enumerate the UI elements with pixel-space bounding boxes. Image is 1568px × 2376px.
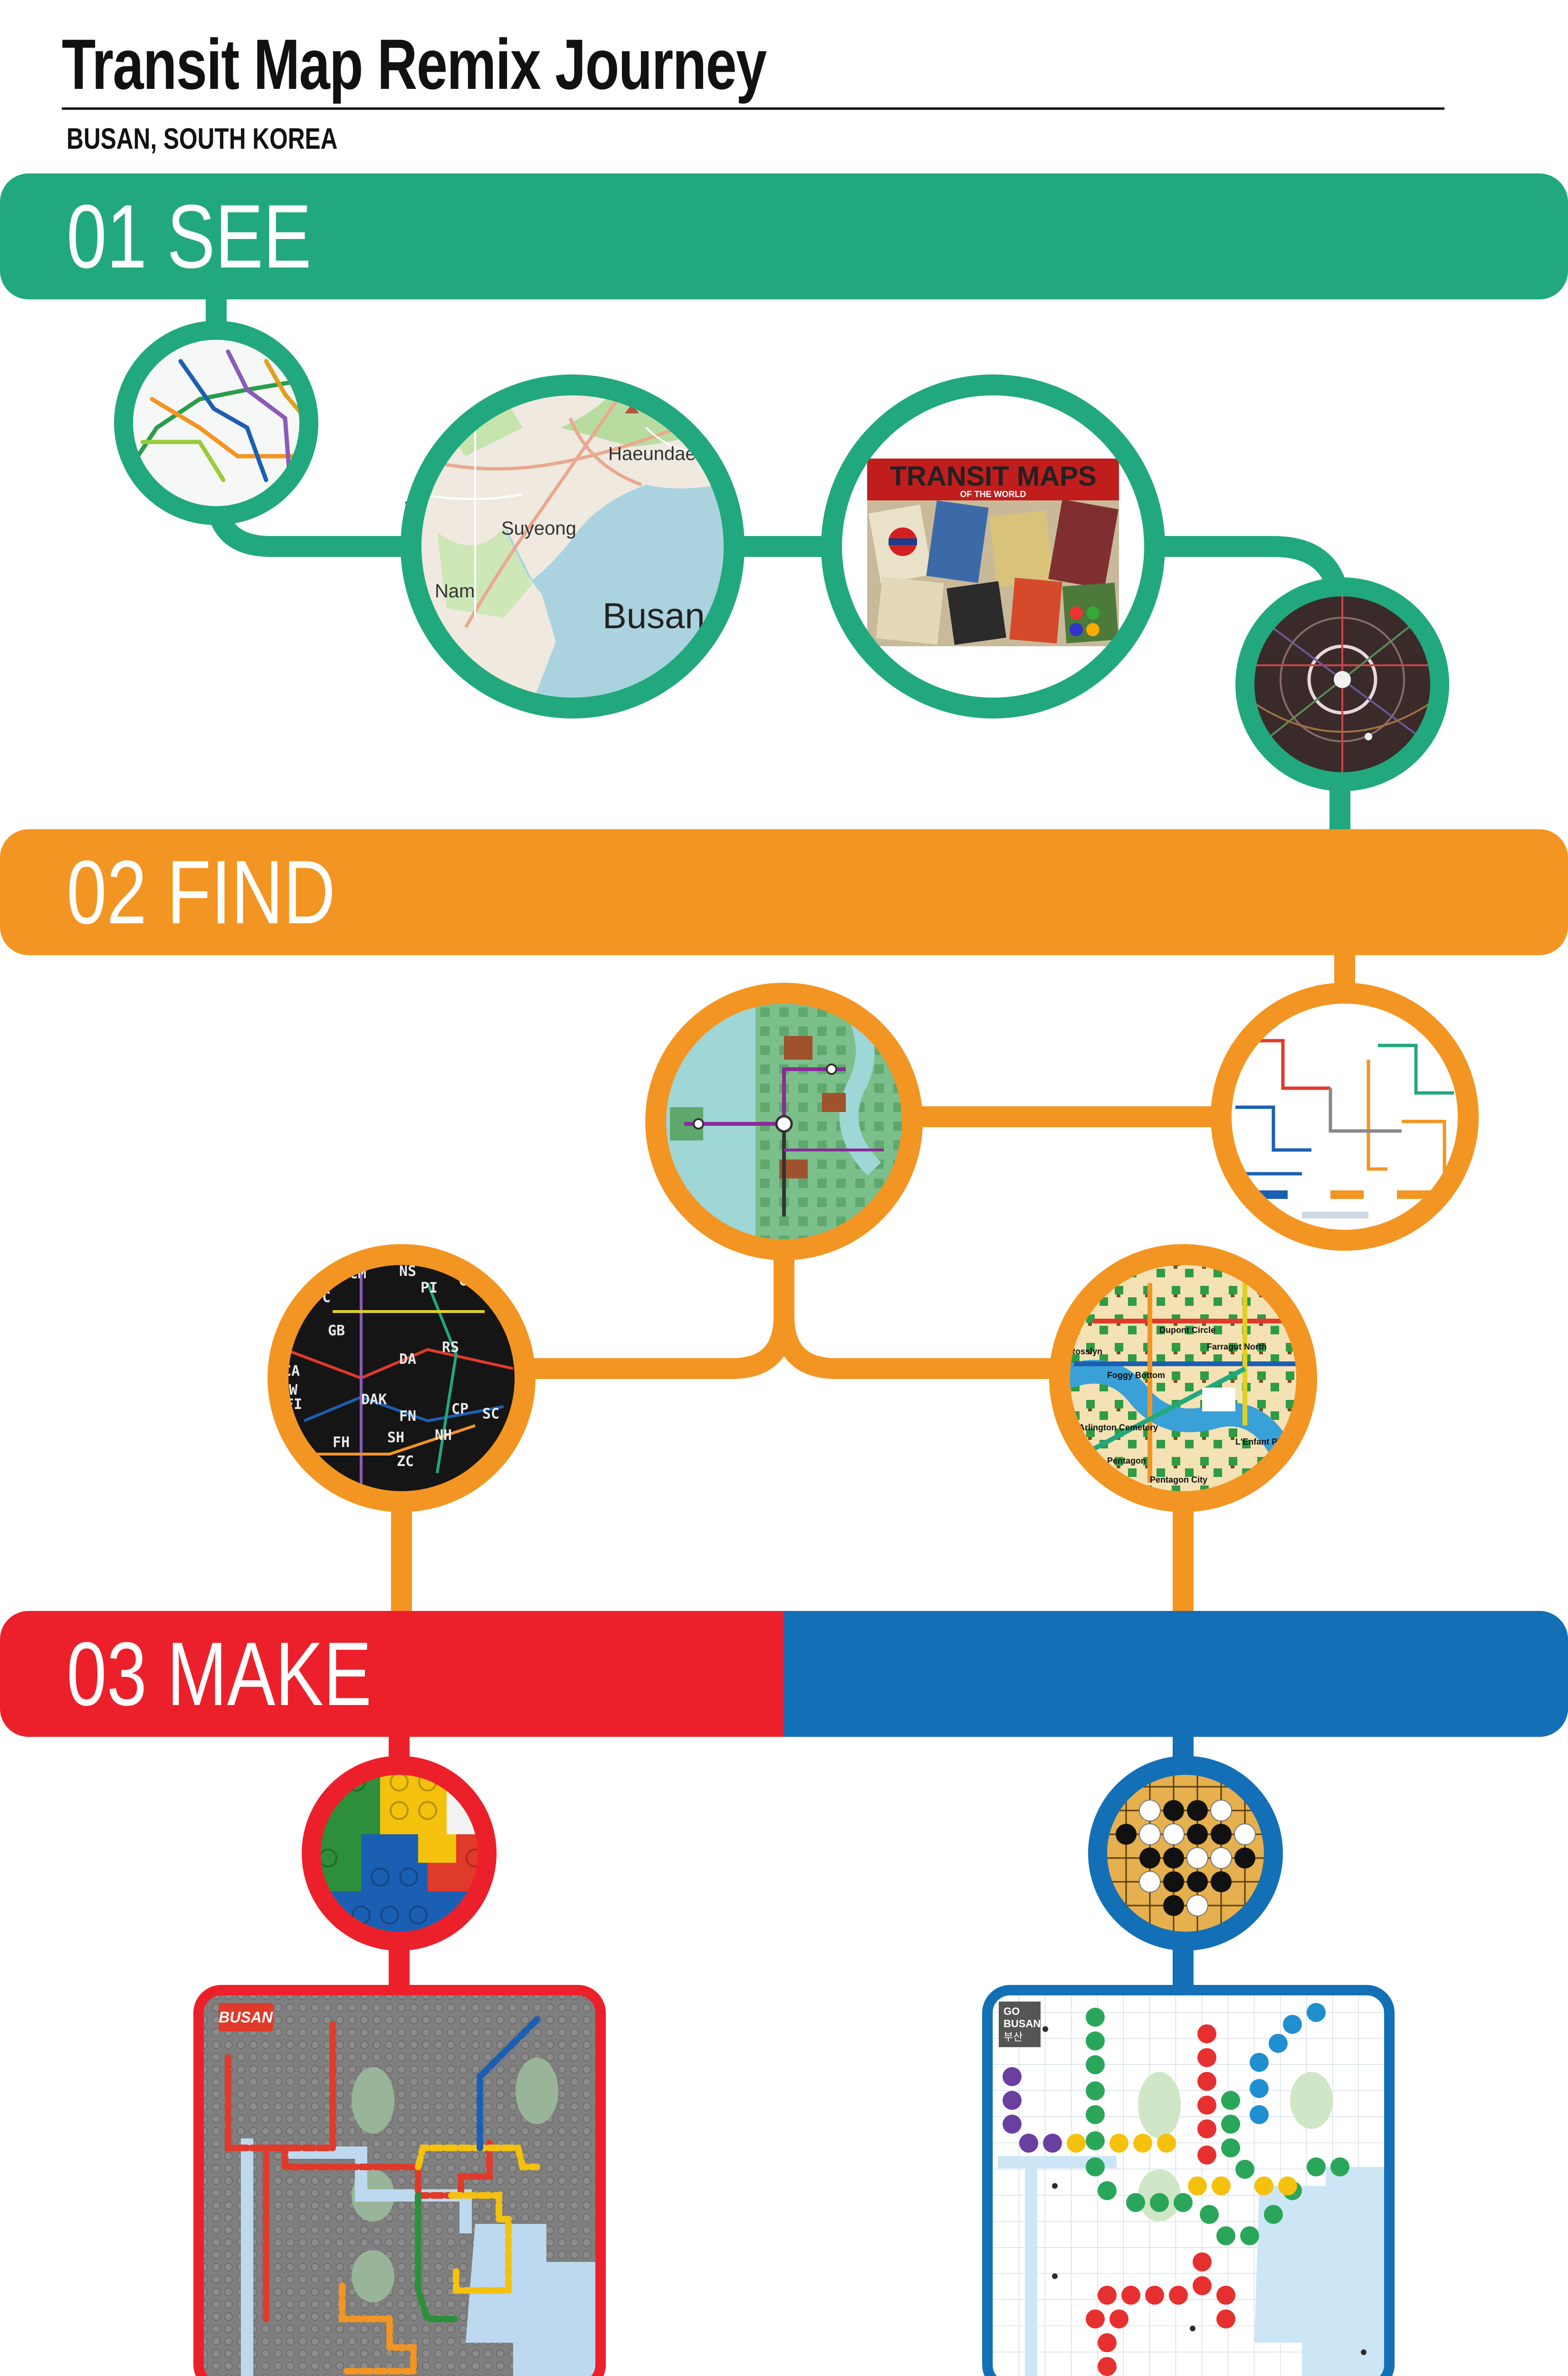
stage-band-find: 02 FIND bbox=[0, 829, 1568, 955]
pixel-code: NH bbox=[435, 1427, 452, 1444]
snes-label: Farragut North bbox=[1207, 1342, 1267, 1351]
stage-label-see: 01 SEE bbox=[67, 186, 312, 287]
map-label-busan: Busan bbox=[602, 596, 705, 636]
pixel-code: FN bbox=[399, 1408, 416, 1425]
pixel-code: ZC bbox=[397, 1453, 414, 1470]
thumb-go-board bbox=[1088, 1756, 1283, 1951]
snes-label: Rosslyn bbox=[1069, 1347, 1102, 1356]
stage-band-make-blue bbox=[784, 1611, 1568, 1737]
thumb-lego-bricks bbox=[302, 1756, 497, 1951]
book-title: TRANSIT MAPS bbox=[890, 461, 1097, 492]
thumb-pixel-code-map: CM NS PI FC GB CA DA RS CH GW DAK FN CP … bbox=[268, 1244, 535, 1512]
book-subtitle: OF THE WORLD bbox=[960, 489, 1026, 499]
stage-label-find: 02 FIND bbox=[67, 842, 335, 943]
snes-label: Pentagon bbox=[1107, 1456, 1146, 1466]
title-divider bbox=[62, 107, 1444, 110]
map-label-haeundae: Haeundae bbox=[608, 443, 696, 464]
go-map-badge-line2: BUSAN bbox=[1004, 2018, 1041, 2030]
pixel-code: RS bbox=[442, 1339, 459, 1356]
find-connector bbox=[774, 1306, 1065, 1379]
go-map-badge-line3: 부산 bbox=[1004, 2031, 1023, 2043]
pixel-code: NS bbox=[399, 1263, 416, 1280]
pixel-code: FH bbox=[333, 1434, 350, 1451]
snes-label: Dupont Circle bbox=[1159, 1325, 1215, 1335]
snes-label: Foggy Bottom bbox=[1107, 1370, 1165, 1380]
go-line-green bbox=[1086, 2008, 1349, 2245]
pixel-code: SH bbox=[387, 1429, 404, 1446]
thumb-metro-diagram bbox=[114, 321, 318, 525]
page-subtitle: BUSAN, SOUTH KOREA bbox=[67, 123, 338, 155]
pixel-code: SC bbox=[482, 1406, 499, 1422]
stage-band-make: 03 MAKE bbox=[0, 1611, 1568, 1737]
pixel-code: CP bbox=[451, 1401, 468, 1418]
thumb-pixel-island-map bbox=[645, 983, 923, 1260]
stage-label-make: 03 MAKE bbox=[67, 1623, 372, 1725]
go-line-purple bbox=[1003, 2067, 1062, 2153]
thumb-snes-metro-map: Dupont Circle Farragut North Foggy Botto… bbox=[1049, 1244, 1317, 1512]
thumb-dark-circular-map bbox=[1235, 577, 1449, 791]
pixel-code: PI bbox=[421, 1280, 438, 1296]
page-title: Transit Map Remix Journey bbox=[62, 24, 767, 104]
map-label-nam: Nam bbox=[435, 581, 475, 602]
map-label-suyeong: Suyeong bbox=[501, 518, 576, 539]
pixel-code: DAK bbox=[361, 1391, 387, 1408]
go-line-blue bbox=[1250, 2003, 1326, 2124]
go-line-red bbox=[1086, 2024, 1235, 2376]
result-lego-busan-map: BUSAN bbox=[193, 1985, 606, 2376]
pixel-code: GB bbox=[328, 1322, 345, 1339]
result-go-busan-map: GO BUSAN 부산 bbox=[982, 1985, 1395, 2376]
thumb-transit-maps-book: TRANSIT MAPS OF THE WORLD bbox=[821, 374, 1165, 719]
snes-label: Pentagon City bbox=[1150, 1475, 1207, 1485]
go-line-yellow bbox=[1067, 2134, 1297, 2195]
snes-label: Arlington Cemetery bbox=[1079, 1423, 1158, 1432]
thumb-flowchart-metro bbox=[1211, 983, 1479, 1251]
lego-map-badge: BUSAN bbox=[219, 2009, 273, 2026]
go-map-badge-line1: GO bbox=[1004, 2005, 1020, 2017]
thumb-busan-map: Haeundae Suyeong Nam Busan jin bbox=[401, 374, 745, 719]
pixel-code: DA bbox=[399, 1351, 416, 1368]
stage-band-see: 01 SEE bbox=[0, 173, 1568, 299]
